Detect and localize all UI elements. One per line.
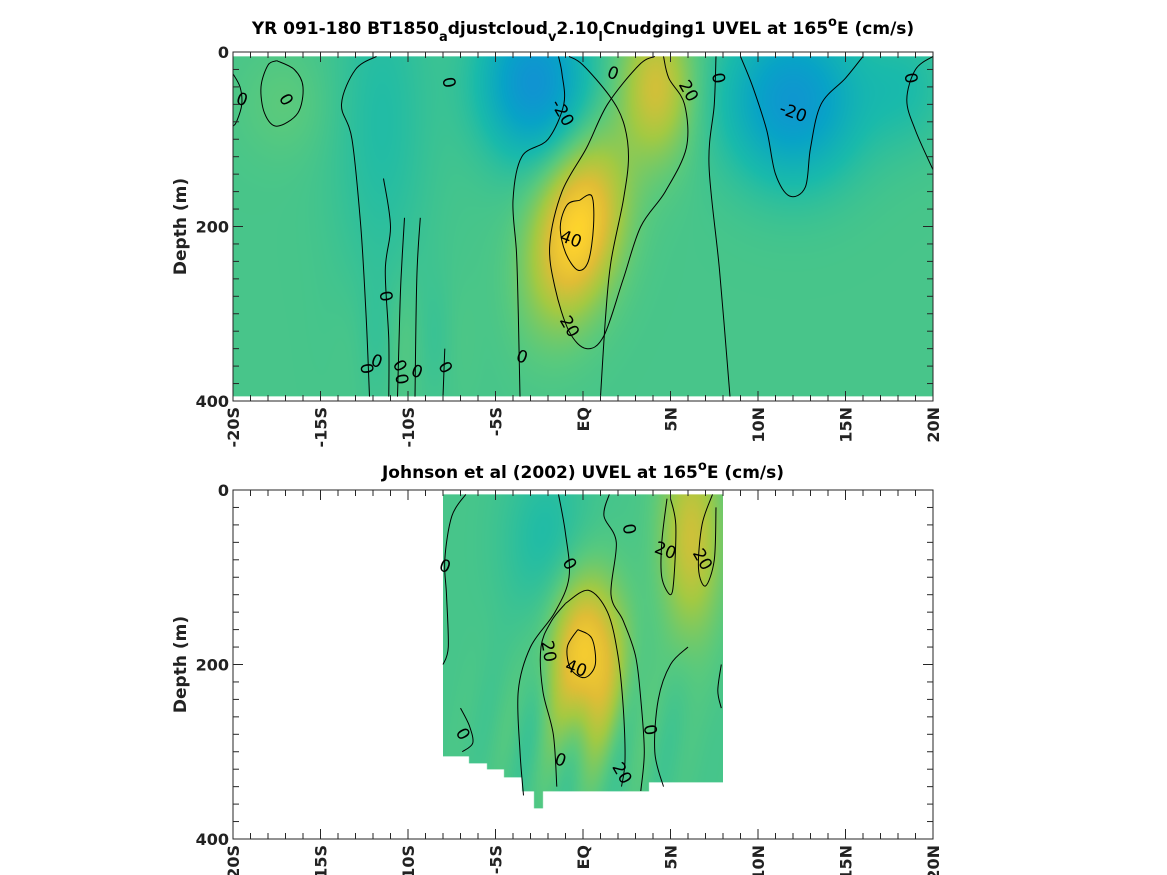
y-tick-label: 200: [196, 218, 229, 237]
contour-label: 0: [899, 71, 921, 85]
contour-label: 20: [536, 639, 559, 664]
contour-line: [340, 55, 377, 397]
y-axis-label: Depth (m): [171, 178, 191, 275]
contour-lines: [233, 55, 933, 397]
y-tick-label: 0: [218, 43, 229, 62]
contour-line: [517, 494, 570, 796]
x-tick-label: -10S: [399, 407, 418, 447]
x-tick-label: 5N: [662, 845, 681, 870]
x-tick-label: -5S: [487, 407, 506, 436]
contour-label: 0: [374, 289, 396, 303]
contour-line: [654, 646, 689, 787]
y-axis-label: Depth (m): [171, 616, 191, 713]
contour-line: [539, 603, 566, 787]
contour-line: [397, 217, 405, 397]
contour-line: [442, 348, 446, 397]
contour-line: [708, 56, 731, 397]
y-tick-label: 400: [196, 830, 229, 849]
contour-label: 0: [639, 723, 661, 737]
contour-line: [442, 494, 467, 665]
x-tick-label: -15S: [312, 407, 331, 447]
x-tick-label: 5N: [662, 407, 681, 432]
x-tick-label: -10S: [399, 845, 418, 875]
contour-line: [660, 498, 677, 596]
contour-line: [559, 194, 595, 271]
contour-line: [906, 55, 933, 171]
contour-label: 0: [618, 522, 640, 536]
contour-lines: [442, 494, 722, 796]
x-tick-label: EQ: [574, 845, 593, 870]
contour-line: [566, 629, 597, 679]
contour-line: [260, 60, 304, 127]
chart-title: Johnson et al (2002) UVEL at 165oE (cm/s…: [381, 459, 784, 483]
x-tick-label: EQ: [574, 407, 593, 432]
x-tick-label: -20S: [224, 845, 243, 875]
contour-line: [383, 178, 392, 397]
x-tick-label: -15S: [312, 845, 331, 875]
contour-label: 0: [437, 75, 459, 89]
chart-title: YR 091-180 BT1850adjustcloudv2.10lCnudgi…: [251, 15, 914, 45]
contour-line: [697, 494, 717, 587]
x-tick-label: -5S: [487, 845, 506, 874]
contour-line: [414, 217, 421, 397]
y-tick-label: 400: [196, 392, 229, 411]
y-tick-label: 200: [196, 656, 229, 675]
x-tick-label: 20N: [924, 845, 943, 875]
contour-line: [740, 56, 864, 198]
x-tick-label: 20N: [924, 407, 943, 443]
velocity-heatmap: [233, 56, 933, 397]
x-tick-label: 10N: [749, 407, 768, 443]
velocity-heatmap: [443, 494, 723, 809]
x-tick-label: 10N: [749, 845, 768, 875]
contour-line: [568, 55, 630, 397]
y-tick-label: 0: [218, 481, 229, 500]
contour-label: 0: [707, 71, 729, 85]
contour-line: [549, 55, 689, 350]
contour-line: [565, 589, 626, 787]
contour-line: [233, 73, 243, 127]
contour-line: [512, 56, 566, 397]
x-tick-label: 15N: [837, 407, 856, 443]
contour-line: [603, 494, 645, 792]
contour-line: [717, 664, 722, 709]
x-tick-label: -20S: [224, 407, 243, 447]
contour-label: 0: [390, 372, 412, 386]
x-tick-label: 15N: [837, 845, 856, 875]
contour-line: [460, 707, 474, 753]
contour-label: 0: [355, 362, 377, 376]
